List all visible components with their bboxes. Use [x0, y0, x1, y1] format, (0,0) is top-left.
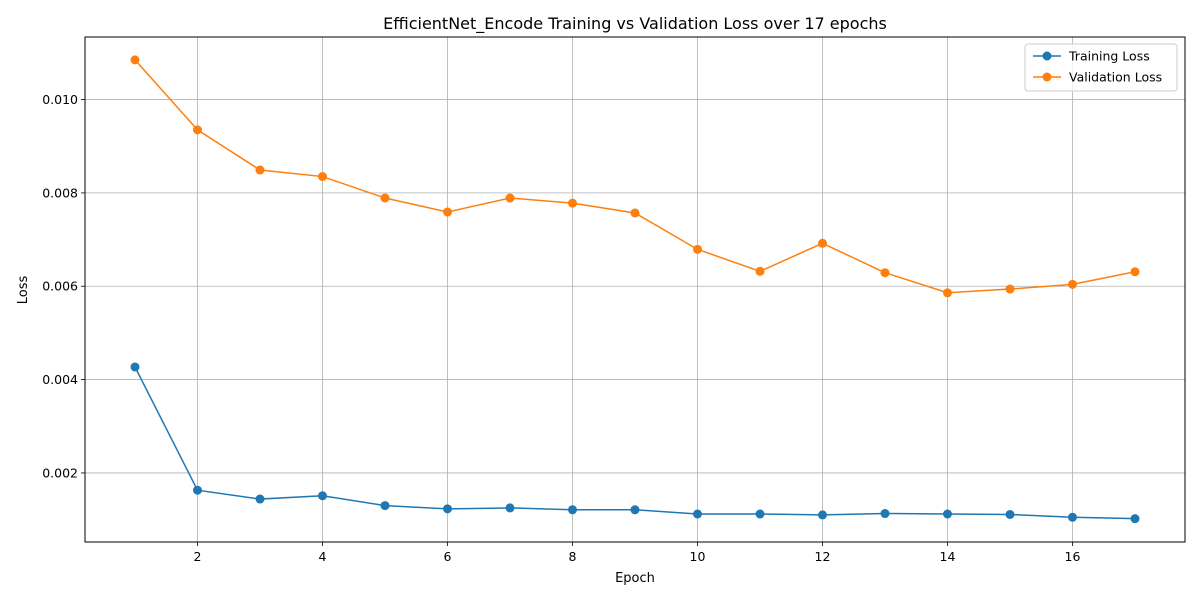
validation-loss-point	[568, 198, 577, 208]
validation-loss-point	[130, 55, 140, 65]
y-tick-label: 0.008	[42, 185, 78, 200]
x-axis-label: Epoch	[615, 571, 655, 586]
validation-loss-point	[943, 288, 952, 298]
training-loss-point	[818, 510, 827, 520]
legend-box	[1024, 43, 1178, 92]
training-loss-point	[505, 503, 515, 513]
grid-lines	[85, 37, 1185, 542]
validation-loss-point	[318, 172, 327, 182]
validation-loss-point	[380, 193, 390, 203]
validation-loss-point	[693, 244, 702, 254]
training-loss-point	[380, 501, 390, 511]
training-loss-legend-label: Training Loss	[1068, 49, 1150, 64]
training-loss-point	[693, 509, 702, 519]
training-loss-point	[943, 509, 952, 519]
y-tick-label: 0.004	[42, 372, 78, 387]
x-tick-label: 8	[569, 549, 577, 564]
training-loss-point	[1068, 512, 1077, 522]
x-tick-label: 10	[690, 549, 706, 564]
validation-loss-point	[755, 266, 765, 276]
x-axis-ticks: 2 4 6 8 10 12 14 16	[194, 542, 1081, 564]
training-loss-point	[1130, 514, 1140, 524]
x-tick-label: 6	[444, 549, 452, 564]
training-loss-point	[568, 505, 577, 515]
validation-loss-legend-label: Validation Loss	[1069, 70, 1162, 85]
validation-loss-point	[505, 193, 515, 203]
validation-loss-point	[1130, 267, 1140, 277]
plot-frame	[84, 36, 1186, 543]
y-tick-label: 0.010	[42, 92, 78, 107]
training-loss-point	[880, 509, 890, 519]
chart-title: EfficientNet_Encode Training vs Validati…	[383, 14, 887, 34]
validation-loss-point	[443, 207, 452, 217]
x-tick-label: 2	[194, 549, 202, 564]
y-tick-label: 0.002	[42, 465, 78, 480]
y-axis-ticks: 0.002 0.004 0.006 0.008 0.010	[42, 92, 85, 480]
x-tick-label: 16	[1065, 549, 1081, 564]
x-tick-label: 12	[815, 549, 831, 564]
x-tick-label: 14	[940, 549, 956, 564]
validation-loss-legend-marker	[1042, 72, 1052, 82]
training-loss-line	[134, 366, 1136, 520]
validation-loss-point	[193, 125, 202, 135]
validation-loss-point	[1068, 279, 1077, 289]
training-loss-legend-marker	[1042, 51, 1052, 61]
training-loss-point	[318, 491, 327, 501]
y-tick-label: 0.006	[42, 279, 78, 294]
validation-loss-point	[255, 165, 265, 175]
training-loss-point	[443, 504, 452, 514]
training-loss-point	[630, 505, 640, 515]
training-loss-point	[755, 509, 765, 519]
training-loss-point	[1005, 509, 1015, 519]
y-axis-label: Loss	[16, 276, 31, 305]
series-layer	[130, 55, 1140, 524]
training-loss-point	[193, 485, 202, 495]
training-loss-point	[130, 362, 140, 372]
validation-loss-point	[630, 208, 640, 218]
validation-loss-line	[134, 59, 1136, 294]
validation-loss-point	[1005, 284, 1015, 294]
x-tick-label: 4	[319, 549, 327, 564]
legend: Training Loss Validation Loss	[1024, 43, 1178, 92]
validation-loss-point	[818, 238, 827, 248]
validation-loss-point	[880, 268, 890, 278]
training-loss-point	[255, 494, 265, 504]
